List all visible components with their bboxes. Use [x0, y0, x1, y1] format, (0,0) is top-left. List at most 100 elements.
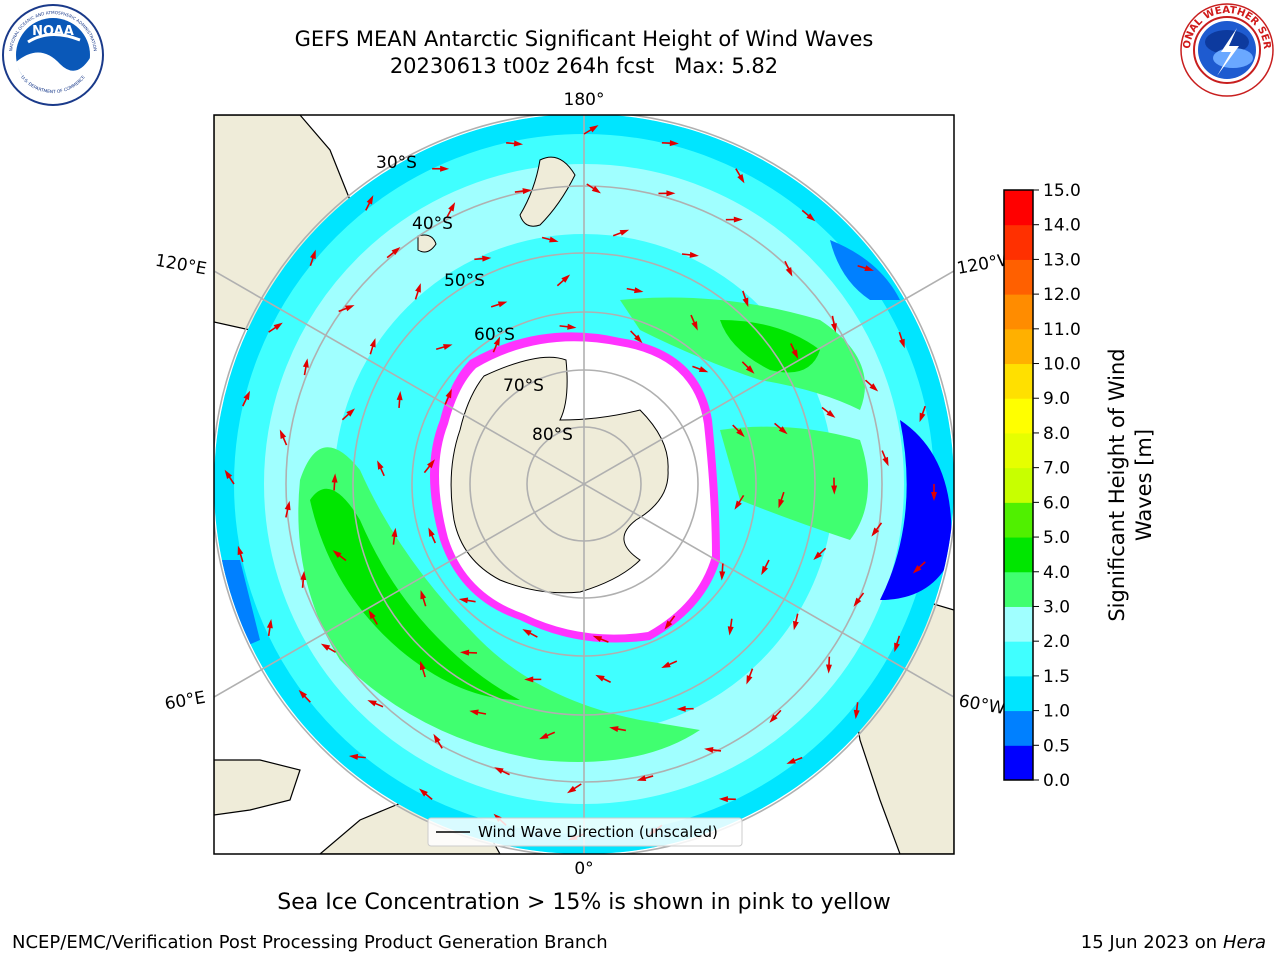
colorbar-tick-label: 10.0 [1043, 355, 1081, 375]
wind-wave-arrowhead [825, 664, 832, 674]
wind-wave-arrowhead [894, 642, 900, 653]
land-tasmania [417, 234, 437, 253]
wind-wave-arrowhead [418, 788, 428, 797]
graticule [214, 115, 954, 854]
wind-wave-arrowhead [595, 674, 605, 682]
colorbar-label-line2: Waves [m] [1132, 429, 1156, 541]
wind-wave-arrowhead [676, 705, 686, 712]
colorbar-segment [1004, 224, 1033, 260]
wind-wave-arrowhead [482, 255, 492, 262]
wind-wave-arrowhead [377, 460, 384, 470]
title-line-1: GEFS MEAN Antarctic Significant Height o… [294, 27, 874, 51]
colorbar-segment [1004, 398, 1033, 434]
wind-wave-arrowhead [733, 216, 743, 223]
host-name: Hera [1222, 932, 1266, 953]
wind-wave-arrowhead [443, 344, 453, 350]
colorbar-segment [1004, 363, 1033, 399]
wind-wave-arrowhead [636, 775, 647, 781]
colorbar-segment [1004, 294, 1033, 330]
colorbar-tick-label: 8.0 [1043, 424, 1070, 444]
lat-label-80s: 80°S [532, 425, 573, 445]
wind-wave-arrowhead [661, 661, 671, 668]
wind-wave-arrowhead [396, 391, 403, 401]
wind-wave-arrowhead [549, 236, 559, 243]
lat-label-60s: 60°S [474, 325, 515, 345]
wind-wave-arrowhead [591, 185, 601, 194]
lon-label-120e: 120°E [154, 251, 208, 280]
wind-wave-arrowhead [427, 459, 435, 469]
wind-wave-arrowhead [300, 570, 307, 581]
lon-label-180: 180° [564, 90, 605, 110]
wind-wave-arrowhead [302, 358, 309, 368]
colorbar: 0.0 0.5 1.0 1.5 2.0 3.0 4.0 5.0 6.0 7.0 8.0 9.0 10.0… [1003, 181, 1081, 791]
wind-wave-arrowhead [348, 753, 359, 760]
wind-wave-arrowhead [237, 545, 244, 556]
wind-wave-arrowhead [589, 125, 599, 133]
wind-wave-arrowhead [561, 274, 571, 283]
wind-wave-arrowhead [513, 140, 524, 147]
wind-wave-arrowhead [742, 297, 749, 308]
wind-wave-arrowhead [522, 629, 532, 636]
run-date: 15 Jun 2023 on Hera [1081, 932, 1266, 953]
colorbar-segment [1004, 641, 1033, 677]
map-plot-area: Wind Wave Direction (unscaled) [214, 115, 954, 854]
wind-wave-arrowhead [243, 390, 251, 401]
grid-labels: 180° 120°E 120°W 60°E 60°W 0° 30°S 40°S … [154, 90, 1016, 879]
wind-wave-arrowhead [664, 620, 673, 630]
wind-wave-arrowhead [727, 626, 734, 636]
wind-wave-arrowhead [761, 565, 768, 576]
wave-core-indian [310, 488, 520, 700]
wind-wave-arrowhead [718, 796, 728, 803]
wind-wave-arrowhead [853, 709, 860, 720]
wind-wave-arrowhead [831, 323, 837, 333]
wind-wave-arrowhead [734, 500, 742, 510]
colorbar-tick-label: 0.5 [1043, 736, 1070, 756]
wind-wave-arrowhead [853, 597, 862, 607]
wind-wave-arrowhead [669, 140, 679, 147]
wind-wave-arrowhead [284, 500, 291, 511]
wind-wave-arrowhead [458, 597, 469, 604]
run-date-text: 15 Jun 2023 on [1080, 932, 1218, 953]
colorbar-tick-label: 4.0 [1043, 563, 1070, 583]
wind-wave-arrowhead [634, 334, 643, 344]
colorbar-tick-label: 3.0 [1043, 597, 1070, 617]
colorbar-segment [1004, 467, 1033, 503]
wind-wave-arrowhead [419, 660, 426, 671]
wind-wave-arrowhead [391, 247, 401, 256]
wind-wave-arrowhead [320, 643, 331, 651]
wind-wave-arrowhead [524, 676, 534, 683]
colorbar-label-line1: Significant Height of Wind [1105, 348, 1129, 621]
wind-wave-arrowhead [310, 249, 316, 260]
map-frame [213, 114, 955, 855]
wind-wave-arrowhead [433, 733, 441, 744]
wind-wave-arrowhead [279, 429, 287, 439]
wind-wave-arrowhead [737, 174, 745, 184]
wind-wave-arrowhead [592, 635, 603, 642]
wind-wave-arrowhead [567, 785, 577, 794]
wind-wave-arrowhead [391, 527, 398, 538]
colorbar-tick-label: 2.0 [1043, 632, 1070, 652]
lat-label-70s: 70°S [503, 376, 544, 396]
lon-label-60w: 60°W [957, 691, 1007, 719]
colorbar-tick-label: 1.5 [1043, 667, 1070, 687]
wind-wave-arrowhead [539, 732, 549, 740]
wind-wave-arrowhead [266, 619, 273, 629]
nws-logo: NATIONAL WEATHER SERVICE [1177, 0, 1274, 97]
land-new-zealand [519, 156, 576, 227]
colorbar-segment [1004, 710, 1033, 746]
wave-band-pacific [620, 297, 865, 410]
wind-wave-arrowhead [698, 366, 709, 373]
wind-wave-arrowhead [298, 689, 308, 699]
wind-wave-arrowhead [346, 408, 356, 417]
colorbar-segment [1004, 502, 1033, 538]
wind-wave-arrowhead [785, 267, 793, 277]
wave-low-east [880, 420, 952, 600]
wind-wave-arrowhead [420, 589, 427, 600]
wind-wave-arrowhead [367, 700, 377, 707]
wave-band-indian [298, 447, 700, 762]
wind-wave-arrowhead [864, 265, 874, 271]
wind-wave-arrowhead [689, 251, 699, 258]
sea-ice-caption: Sea Ice Concentration > 15% is shown in … [277, 890, 891, 915]
colorbar-tick-label: 9.0 [1043, 389, 1070, 409]
